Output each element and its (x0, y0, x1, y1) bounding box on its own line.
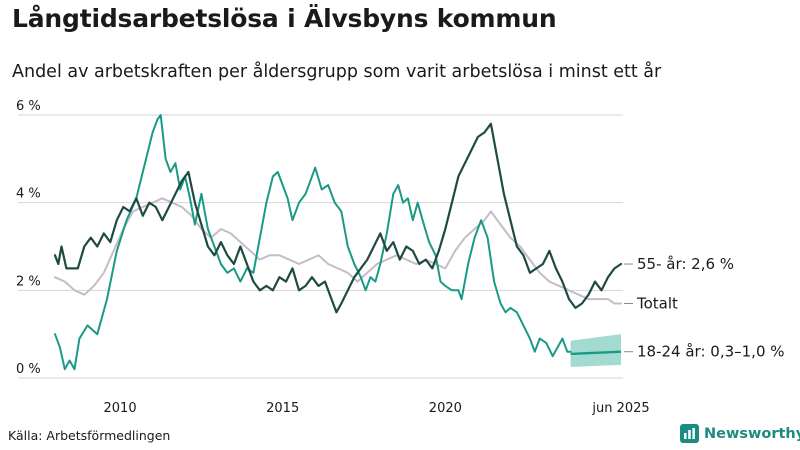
brand-logo[interactable]: Newsworthy (680, 424, 800, 443)
y-tick-label: 6 % (16, 99, 41, 114)
x-tick-label: jun 2025 (591, 401, 649, 416)
y-tick-label: 4 % (16, 187, 41, 202)
y-tick-label: 0 % (16, 362, 41, 377)
brand-name: Newsworthy (704, 425, 800, 442)
source-note: Källa: Arbetsförmedlingen (8, 428, 171, 443)
forecast-band-group (570, 334, 621, 368)
y-tick-label: 2 % (16, 274, 41, 289)
newsworthy-logo-icon (680, 424, 699, 443)
series-line-age_18_24 (54, 114, 572, 371)
series-label-age_18_24: 18-24 år: 0,3–1,0 % (637, 343, 785, 361)
x-tick-label: 2020 (429, 401, 462, 416)
forecast-line (570, 350, 622, 356)
series-line-age_55_plus (53, 122, 623, 314)
series-label-age_55_plus: 55- år: 2,6 % (637, 255, 734, 273)
chart-title: Långtidsarbetslösa i Älvsbyns kommun (12, 4, 557, 33)
series-lines (53, 114, 623, 371)
x-tick-label: 2010 (104, 401, 137, 416)
chart-subtitle: Andel av arbetskraften per åldersgrupp s… (12, 62, 662, 82)
y-axis-labels: 0 % 2 % 4 % 6 % (16, 99, 41, 377)
x-tick-label: 2015 (266, 401, 299, 416)
series-labels: Totalt 18-24 år: 0,3–1,0 % 55- år: 2,6 % (624, 255, 785, 361)
forecast-band (570, 334, 621, 368)
series-label-total: Totalt (636, 294, 678, 312)
series-line-total (54, 197, 622, 305)
x-axis-labels: 2010 2015 2020 jun 2025 (104, 401, 650, 416)
gridlines (18, 114, 623, 379)
